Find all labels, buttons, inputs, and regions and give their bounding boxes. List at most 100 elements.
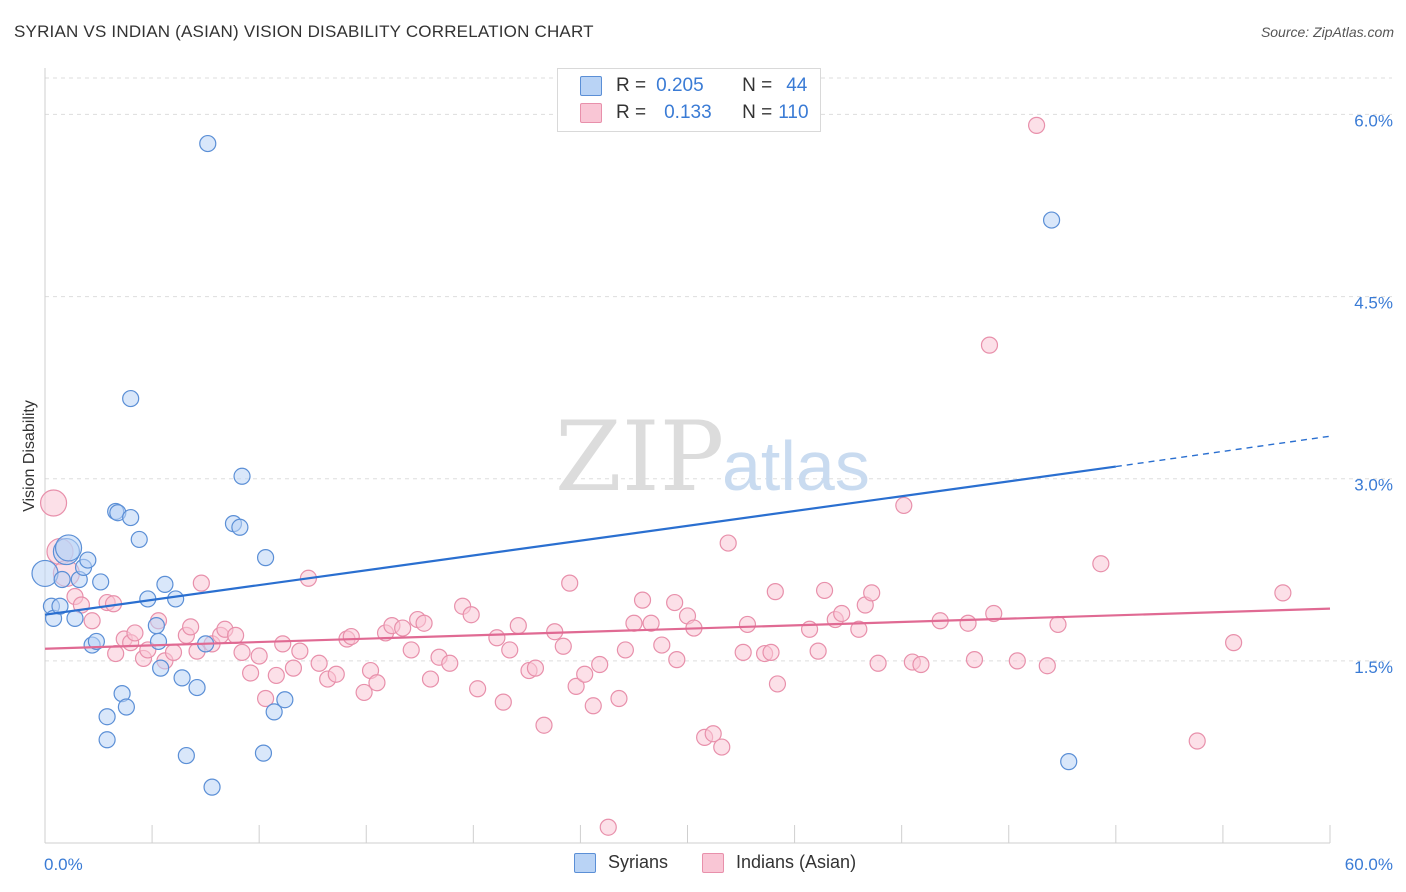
indians-point	[83, 612, 101, 630]
legend-row-indians: R = 0.133 N = 110	[580, 102, 809, 124]
indians-point	[227, 626, 245, 644]
syrians-point	[130, 530, 148, 549]
syrians-point	[149, 632, 168, 651]
indians-point	[959, 614, 977, 632]
indians-point	[126, 624, 144, 642]
indians-point	[704, 725, 722, 743]
syrians-trend-line	[44, 465, 1116, 616]
indians-point	[192, 574, 210, 592]
indians-point	[653, 636, 671, 654]
indians-point	[1225, 634, 1243, 652]
indians-point	[355, 683, 373, 702]
syrians-point	[51, 597, 69, 615]
indians-point	[719, 534, 737, 552]
x-tick-label: 60.0%	[1345, 855, 1393, 874]
indians-point	[584, 697, 602, 715]
indians-point	[310, 654, 328, 672]
axes	[44, 68, 1331, 844]
indians-point	[164, 643, 183, 661]
trend-lines	[44, 435, 1331, 650]
indians-point	[402, 641, 420, 659]
indians-point	[666, 593, 684, 612]
indians-point	[616, 641, 634, 659]
indians-point	[1008, 652, 1026, 670]
indians-point	[554, 637, 572, 655]
syrians-point	[231, 518, 249, 536]
legend-item-indians[interactable]: Indians (Asian)	[702, 852, 856, 873]
syrians-point	[147, 617, 165, 635]
r-value: 0.133	[664, 102, 712, 123]
indians-point	[368, 674, 386, 692]
syrians-point	[122, 389, 140, 408]
indians-point	[567, 677, 585, 695]
indians-point	[985, 604, 1003, 623]
syrians-point	[1060, 753, 1078, 771]
indians-point	[342, 627, 360, 646]
indians-point	[284, 659, 303, 677]
indians-point	[1027, 116, 1046, 134]
indians-point	[509, 617, 527, 635]
n-label: N =	[742, 102, 773, 123]
syrians-point	[152, 659, 170, 677]
indians-point	[39, 489, 68, 517]
n-value: 110	[778, 102, 809, 123]
syrians-point	[87, 632, 106, 651]
indians-point	[561, 574, 579, 592]
indians-point	[642, 614, 660, 632]
syrians-point	[199, 134, 217, 153]
indians-trend-line	[44, 607, 1331, 650]
indians-point	[1188, 732, 1206, 750]
syrians-point	[79, 551, 97, 569]
indians-point	[267, 666, 285, 685]
n-label: N =	[742, 75, 773, 96]
indians-point	[291, 642, 309, 660]
indians-point	[462, 606, 480, 624]
legend-item-syrians[interactable]: Syrians	[574, 852, 668, 873]
n-value: 44	[786, 75, 808, 96]
syrians-point	[54, 534, 83, 562]
indians-point	[895, 496, 913, 515]
syrians-point	[203, 778, 221, 796]
indians-point	[494, 693, 512, 711]
tick-labels: 1.5% 3.0% 4.5% 6.0% 0.0% 60.0%	[44, 111, 1393, 874]
indians-point	[576, 665, 594, 683]
source-label: Source: ZipAtlas.com	[1260, 24, 1394, 40]
indians-point	[441, 654, 459, 672]
syrians-point	[117, 698, 135, 716]
syrians-point	[188, 678, 206, 697]
indians-point	[415, 614, 433, 632]
indians-point	[965, 651, 984, 669]
watermark: ZIP	[555, 401, 724, 513]
indians-point	[421, 670, 440, 688]
indians-point	[980, 336, 999, 354]
indians-point	[850, 620, 868, 638]
legend-label: Indians (Asian)	[736, 852, 857, 872]
indians-point	[591, 655, 609, 674]
indians-point	[610, 689, 628, 708]
indians-point	[1038, 657, 1056, 675]
chart-title: SYRIAN VS INDIAN (ASIAN) VISION DISABILI…	[14, 22, 594, 41]
syrians-point	[98, 708, 116, 726]
r-value: 0.205	[656, 75, 704, 96]
y-tick-label: 1.5%	[1354, 658, 1393, 677]
indians-point	[501, 641, 519, 659]
legend-row-syrians: R = 0.205 N = 44	[580, 75, 807, 97]
r-label: R =	[616, 75, 647, 96]
indians-point	[668, 651, 686, 669]
y-tick-label: 3.0%	[1354, 476, 1393, 495]
indians-swatch	[580, 103, 602, 123]
syrians-point	[177, 746, 195, 765]
indians-point	[768, 675, 787, 693]
syrians-point	[156, 575, 174, 593]
watermark-atlas: atlas	[722, 427, 870, 505]
y-tick-label: 6.0%	[1354, 111, 1393, 130]
indians-point	[912, 655, 930, 674]
indians-point	[274, 635, 292, 653]
series-syrians	[31, 134, 1078, 796]
indians-point	[242, 664, 260, 682]
syrians-point	[167, 590, 185, 608]
series-legend: Syrians Indians (Asian)	[0, 852, 1406, 876]
indians-point	[738, 615, 757, 634]
syrians-swatch	[574, 852, 596, 873]
